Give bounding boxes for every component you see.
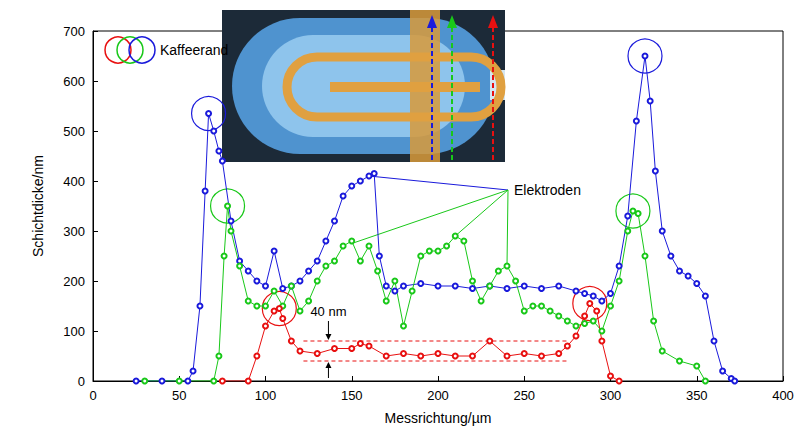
svg-text:300: 300 [600, 388, 622, 403]
svg-text:150: 150 [341, 388, 363, 403]
svg-text:400: 400 [772, 388, 794, 403]
svg-text:300: 300 [63, 224, 85, 239]
svg-text:50: 50 [172, 388, 186, 403]
svg-text:0: 0 [89, 388, 96, 403]
svg-text:200: 200 [427, 388, 449, 403]
svg-text:Kaffeerand: Kaffeerand [160, 42, 228, 58]
svg-text:200: 200 [63, 274, 85, 289]
svg-text:700: 700 [63, 24, 85, 39]
svg-text:Elektroden: Elektroden [514, 182, 581, 198]
svg-text:Schichtdicke/nm: Schichtdicke/nm [30, 155, 46, 257]
svg-text:250: 250 [513, 388, 535, 403]
svg-text:40 nm: 40 nm [310, 304, 346, 319]
svg-text:500: 500 [63, 124, 85, 139]
svg-text:600: 600 [63, 74, 85, 89]
svg-text:0: 0 [78, 374, 85, 389]
svg-text:350: 350 [686, 388, 708, 403]
svg-text:100: 100 [63, 324, 85, 339]
svg-text:100: 100 [255, 388, 277, 403]
svg-text:400: 400 [63, 174, 85, 189]
svg-text:Messrichtung/µm: Messrichtung/µm [385, 410, 492, 426]
